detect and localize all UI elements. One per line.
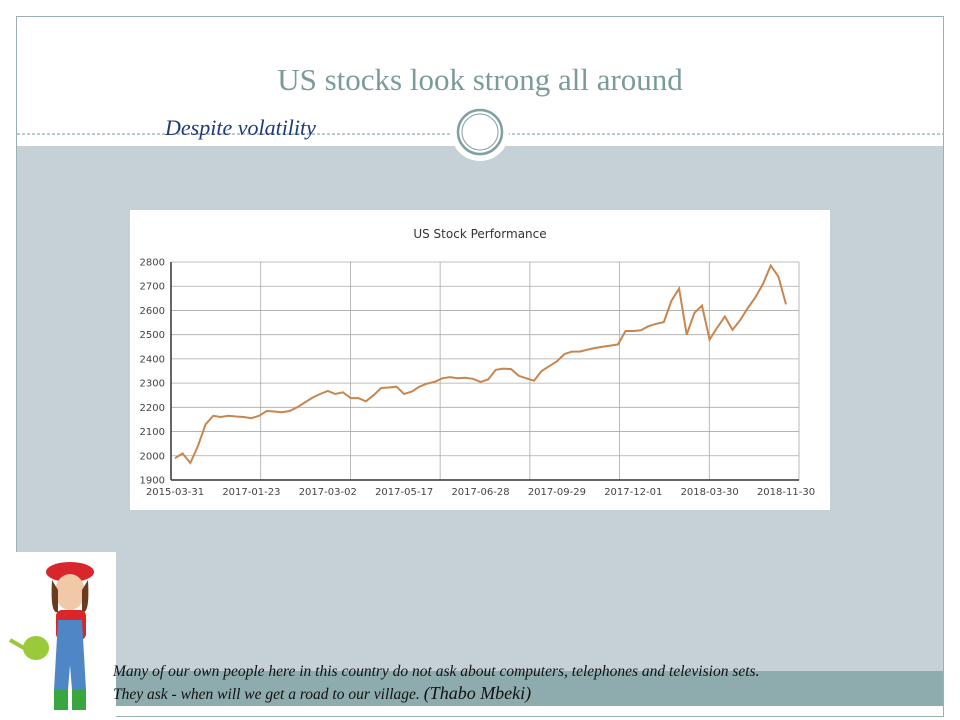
divider-ring-inner (461, 113, 499, 151)
gardener-illustration (9, 552, 116, 720)
y-tick-label: 2600 (140, 306, 165, 317)
slide-title: US stocks look strong all around (277, 62, 683, 97)
boot-left (54, 690, 68, 710)
y-tick-label: 2700 (140, 282, 165, 293)
quote-author: (Thabo Mbeki) (424, 683, 531, 704)
boot-right (72, 690, 86, 710)
x-tick-label: 2017-09-29 (528, 487, 586, 498)
x-tick-label: 2015-03-31 (146, 487, 204, 498)
can-spout (9, 638, 25, 650)
y-tick-label: 2000 (140, 451, 165, 462)
y-tick-label: 2500 (140, 330, 165, 341)
x-tick-label: 2018-03-30 (681, 487, 739, 498)
data-line (174, 263, 787, 465)
overalls (54, 620, 86, 690)
y-tick-label: 2300 (140, 379, 165, 390)
y-tick-label: 2200 (140, 403, 165, 414)
chart-background (130, 210, 830, 510)
divider-ring (456, 108, 504, 156)
watering-can (23, 636, 49, 660)
y-tick-label: 2800 (140, 258, 165, 269)
x-tick-label: 2017-12-01 (604, 487, 662, 498)
footer-band (17, 671, 943, 706)
hair (51, 580, 89, 613)
quote-text: They ask - when will we get a road to ou… (113, 686, 420, 703)
y-tick-label: 2400 (140, 354, 165, 365)
hat (46, 562, 94, 582)
x-tick-label: 2018-11-30 (757, 487, 815, 498)
y-tick-label: 1900 (140, 476, 165, 487)
quote-line: They ask - when will we get a road to ou… (113, 683, 531, 704)
chart: US Stock Performance 1900 2000 2100 2200 230… (130, 210, 830, 510)
x-tick-label: 2017-03-02 (299, 487, 357, 498)
quote-line: Many of our own people here in this coun… (112, 663, 759, 680)
chart-title: US Stock Performance (413, 227, 546, 241)
slide-subtitle: Despite volatility (164, 115, 316, 140)
x-tick-label: 2017-06-28 (451, 487, 509, 498)
x-tick-label: 2017-01-23 (222, 487, 280, 498)
x-tick-label: 2017-05-17 (375, 487, 433, 498)
face (55, 574, 85, 610)
y-tick-label: 2100 (140, 427, 165, 438)
